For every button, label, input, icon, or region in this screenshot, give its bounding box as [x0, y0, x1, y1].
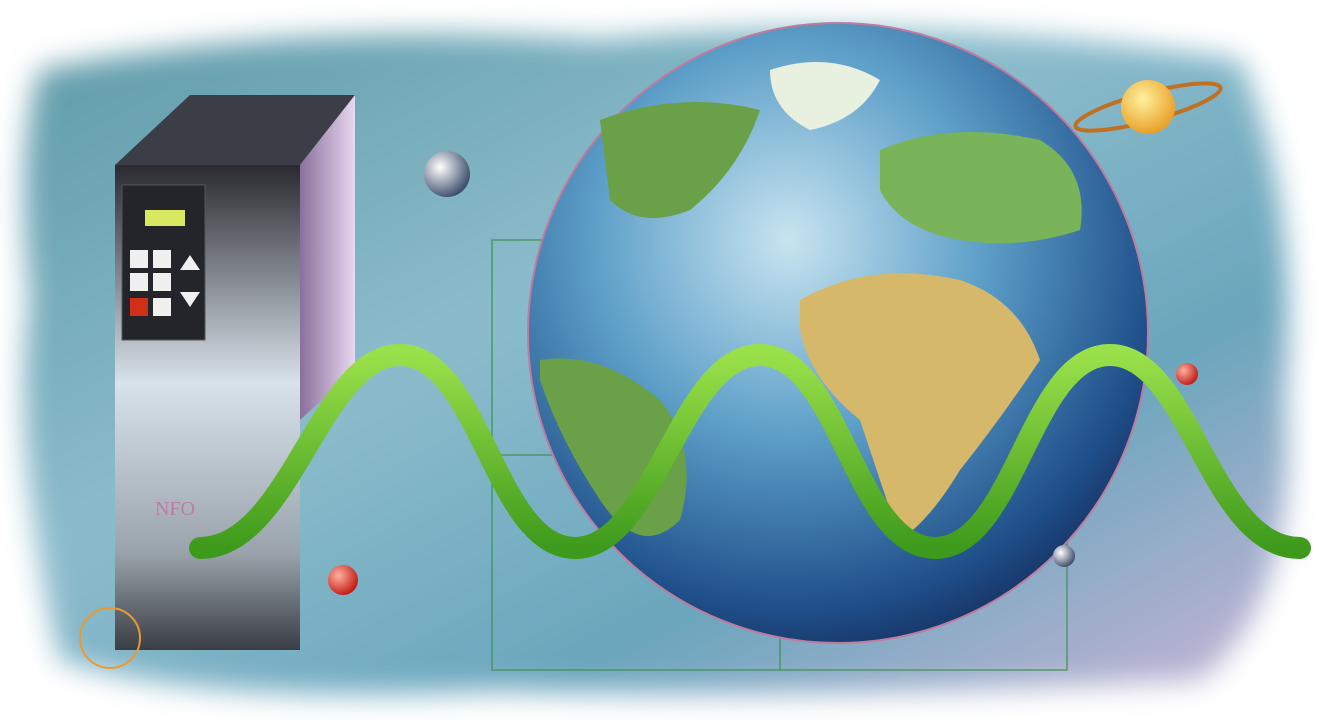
saturn: [1121, 80, 1175, 134]
small-red-planet: [1176, 363, 1198, 385]
drive-top: [115, 95, 355, 165]
continent-europe: [880, 132, 1082, 244]
red-planet: [328, 565, 358, 595]
continent-africa: [800, 273, 1040, 540]
orbit: [79, 607, 141, 669]
drive-unit: NFO: [115, 95, 355, 650]
drive-side: [300, 95, 355, 420]
display: [145, 210, 185, 226]
drive-label: NFO: [155, 498, 195, 520]
greenland: [770, 62, 880, 130]
planets: [79, 80, 1223, 669]
keys: [130, 250, 200, 316]
moon: [424, 151, 470, 197]
small-grey-planet: [1053, 545, 1075, 567]
continent-americas: [540, 102, 760, 536]
sine-wave: [189, 343, 1311, 560]
